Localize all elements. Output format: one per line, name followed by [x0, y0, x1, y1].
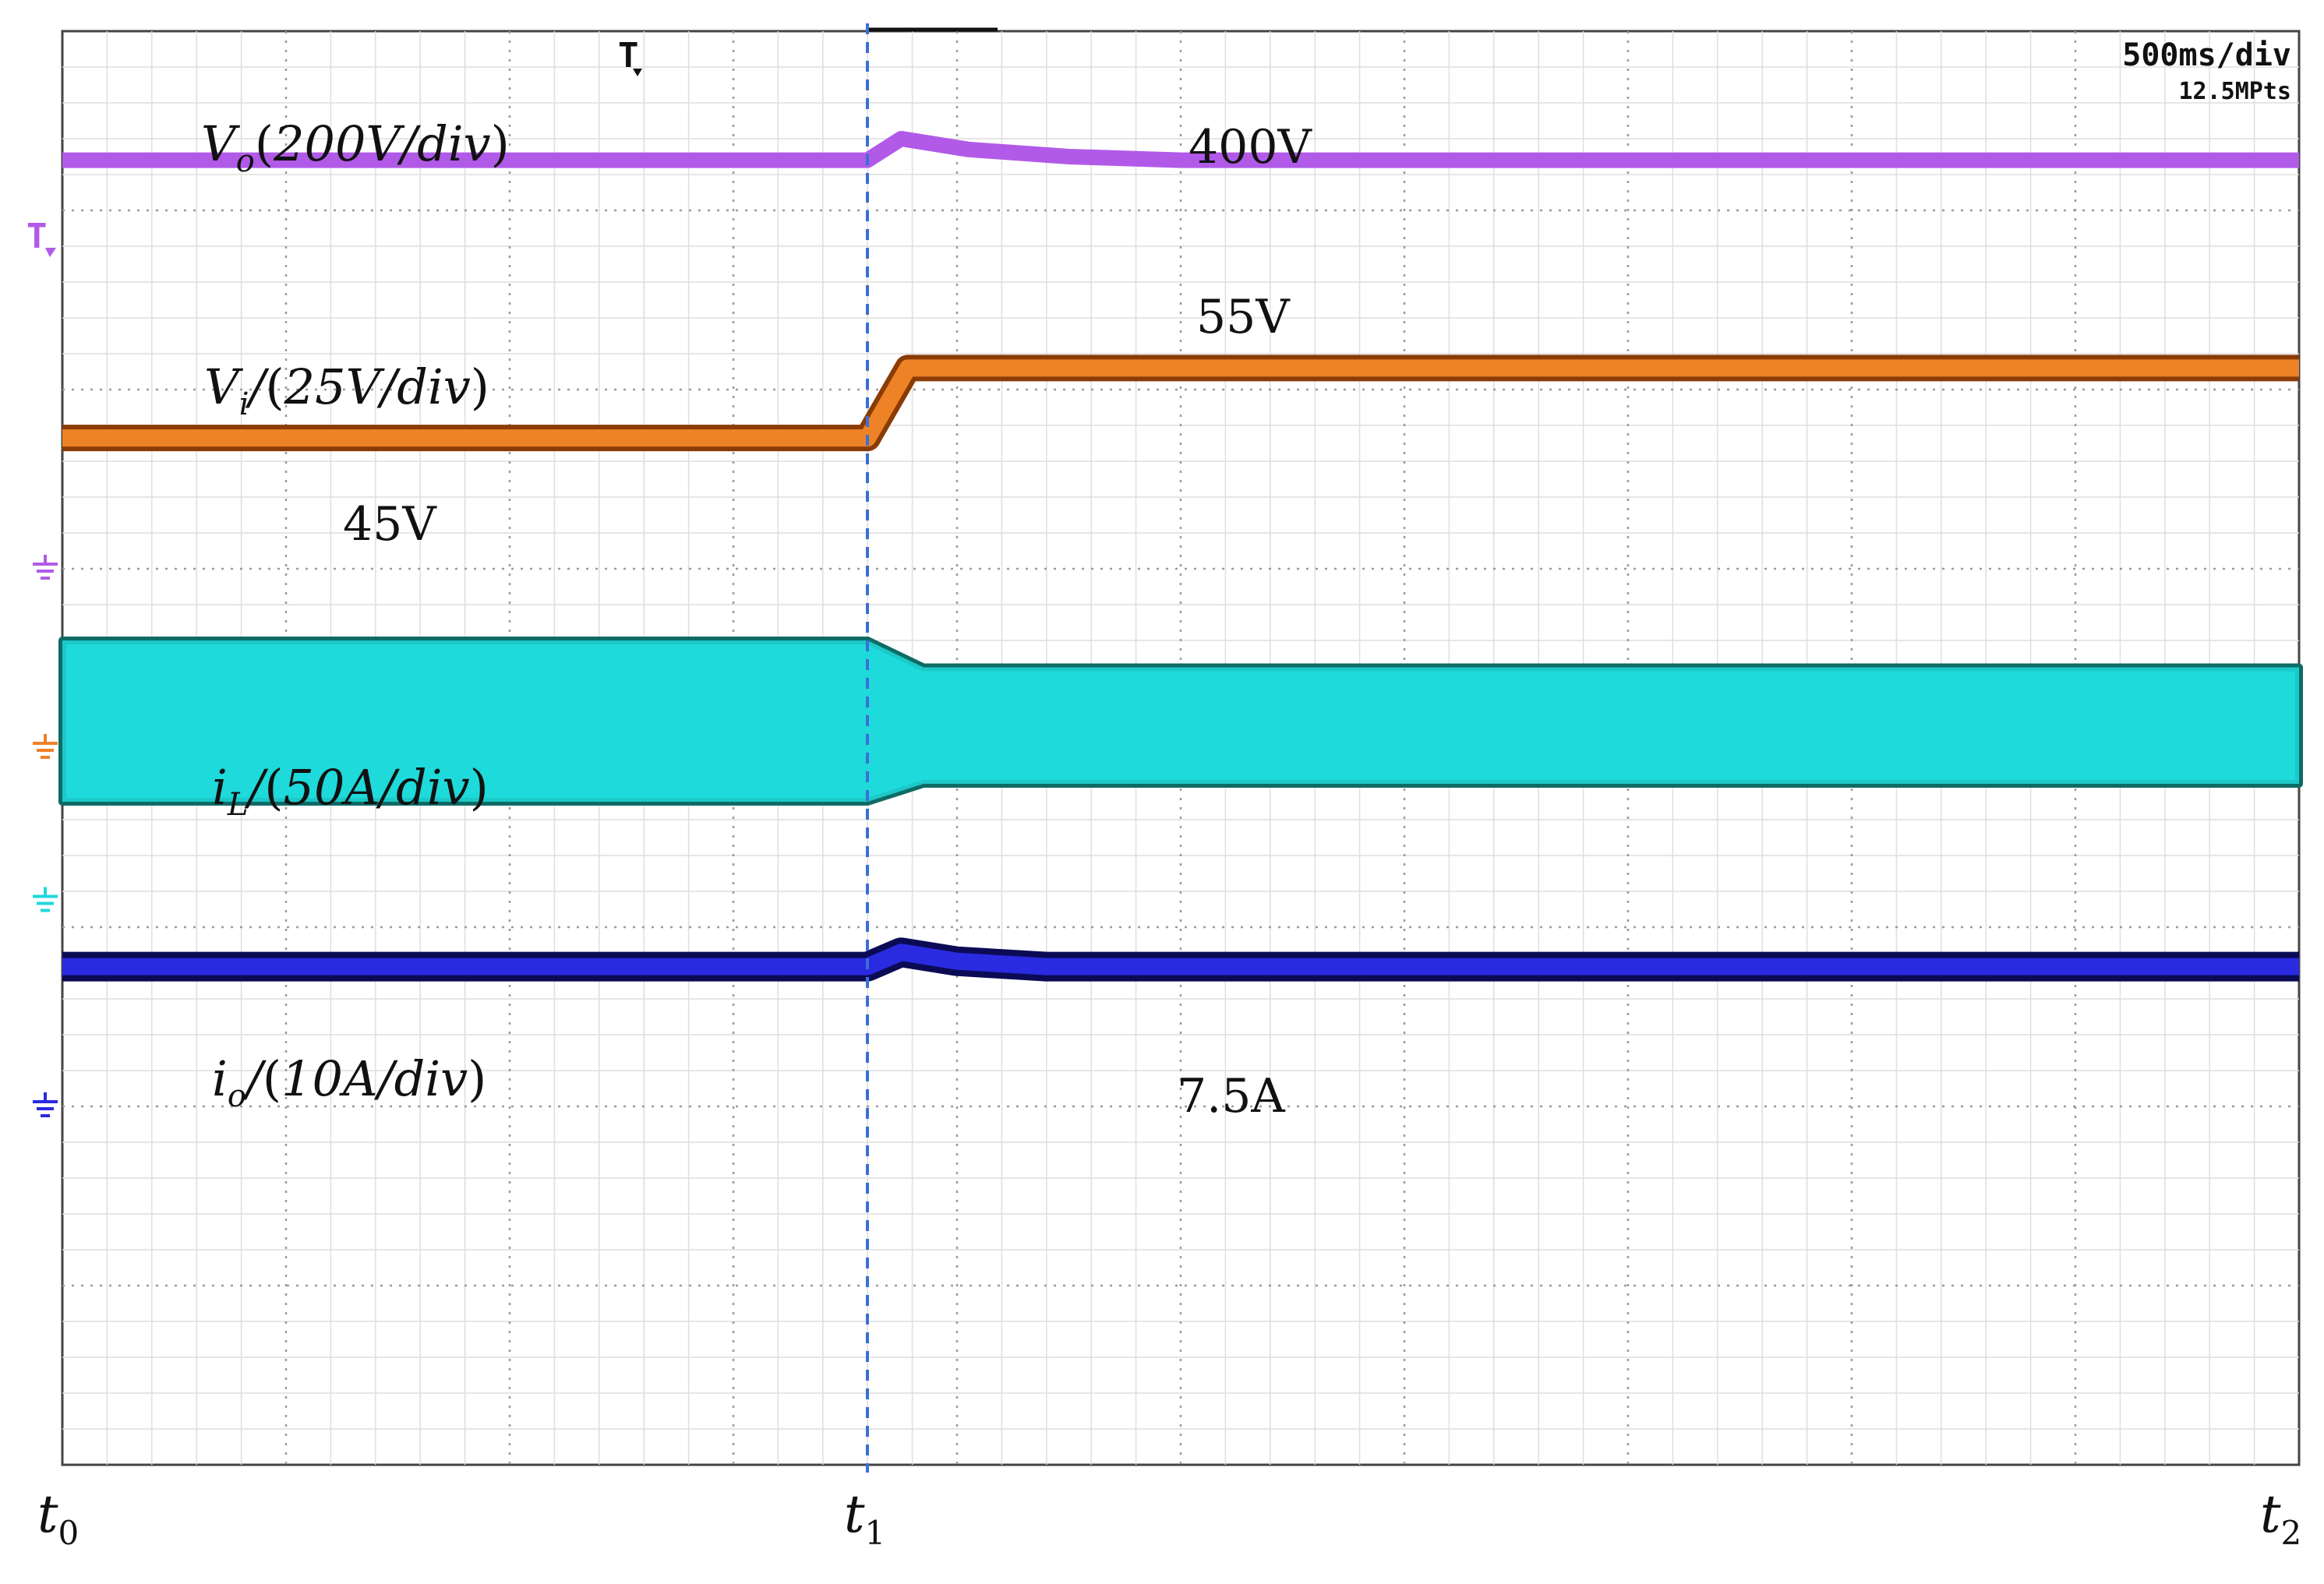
il-scale: 50A/div	[283, 759, 470, 816]
vo-channel-label: Vo(200V/div)	[201, 115, 510, 179]
io-slash: /	[245, 1050, 263, 1107]
il-channel-label: iL/(50A/div)	[212, 759, 489, 823]
vo-subscript: o	[235, 143, 255, 179]
vi-channel-label: Vi/(25V/div)	[204, 358, 489, 422]
vo-scale: 200V/div	[274, 115, 491, 172]
time-mark-t2: t2	[2260, 1484, 2301, 1552]
time-mark-t0: t0	[37, 1484, 79, 1552]
il-ground-icon	[33, 887, 58, 912]
timebase-readout: 500ms/div	[2122, 37, 2291, 73]
t1-subscript: 1	[864, 1514, 886, 1552]
il-symbol: i	[212, 759, 228, 816]
sample-points-readout: 12.5MPts	[2178, 78, 2292, 105]
vi-scale: 25V/div	[284, 358, 471, 415]
vi-value-after-label: 55V	[1196, 290, 1290, 344]
vi-symbol: V	[204, 358, 239, 415]
il-slash: /	[248, 759, 265, 816]
t0-subscript: 0	[58, 1514, 79, 1552]
io-subscript: o	[227, 1078, 246, 1114]
vi-ground-icon	[33, 734, 58, 759]
trigger-marker-icon: T	[618, 36, 642, 76]
svg-text:T: T	[26, 217, 48, 256]
il-trace-fill	[62, 640, 2299, 802]
vo-symbol: V	[201, 115, 236, 172]
vo-ground-icon	[33, 555, 58, 580]
io-channel-label: io/(10A/div)	[212, 1050, 487, 1114]
io-symbol: i	[212, 1050, 228, 1107]
time-mark-t1: t1	[844, 1484, 885, 1552]
io-trace	[62, 944, 2299, 975]
vi-subscript: i	[238, 386, 249, 422]
vi-trace	[62, 359, 2299, 447]
t2-subscript: 2	[2280, 1514, 2302, 1552]
io-ground-icon	[33, 1092, 58, 1117]
vo-value-label: 400V	[1188, 120, 1312, 175]
il-subscript: L	[227, 787, 249, 823]
t2-symbol: t	[2260, 1484, 2281, 1544]
t1-symbol: t	[844, 1484, 865, 1544]
vi-slash: /	[249, 358, 266, 415]
vo-trigger-level-icon: T	[26, 217, 56, 257]
traces	[58, 131, 2303, 982]
vi-value-before-label: 45V	[343, 497, 436, 552]
io-scale: 10A/div	[281, 1050, 468, 1107]
t0-symbol: t	[37, 1484, 58, 1544]
io-value-label: 7.5A	[1177, 1069, 1285, 1124]
